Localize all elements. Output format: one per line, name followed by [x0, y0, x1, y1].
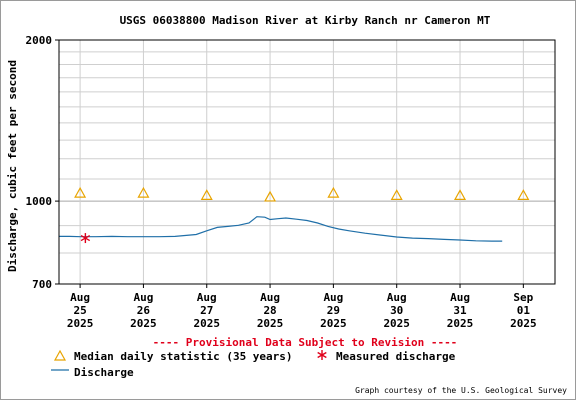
- y-tick-label: 2000: [26, 34, 53, 47]
- median-point: [137, 186, 150, 198]
- x-tick-label: Sep 01 2025: [510, 291, 537, 330]
- x-tick-label: Aug 31 2025: [447, 291, 474, 330]
- discharge-line: [59, 216, 503, 242]
- median-point: [200, 189, 213, 200]
- chart-title: USGS 06038800 Madison River at Kirby Ran…: [120, 14, 491, 27]
- y-tick-label: 1000: [26, 195, 53, 208]
- legend-item: Measured discharge: [317, 350, 456, 363]
- legend-item: Discharge: [51, 366, 134, 379]
- legend-label: Measured discharge: [336, 350, 456, 363]
- y-tick-label: 700: [32, 278, 52, 291]
- legend-triangle-icon: [53, 349, 67, 361]
- legend-label: Median daily statistic (35 years): [74, 350, 293, 363]
- x-axis-ticks: Aug 25 2025 Aug 26 2025 Aug 27 2025 Aug 28 2025 Aug 2…: [67, 284, 537, 330]
- legend: Median daily statistic (35 years) Measure…: [51, 349, 456, 379]
- x-tick-label: Aug 29 2025: [320, 291, 347, 330]
- median-point: [390, 189, 403, 200]
- provisional-note: ---- Provisional Data Subject to Revisio…: [153, 336, 458, 349]
- x-tick-label: Aug 28 2025: [257, 291, 284, 330]
- courtesy-note: Graph courtesy of the U.S. Geological Su…: [355, 386, 567, 395]
- median-point: [327, 186, 340, 198]
- median-point: [264, 190, 277, 202]
- x-tick-label: Aug 25 2025: [67, 291, 94, 330]
- series-layer: [59, 186, 530, 244]
- y-axis-label: Discharge, cubic feet per second: [6, 60, 19, 272]
- grid-lines: [59, 40, 555, 284]
- median-point: [517, 189, 530, 200]
- y-axis-ticks: 2000 1000 700: [26, 34, 59, 291]
- median-point: [74, 186, 87, 198]
- measured-point: [80, 233, 91, 244]
- x-tick-label: Aug 27 2025: [193, 291, 220, 330]
- plot-frame: [58, 39, 556, 285]
- legend-star-icon: [317, 350, 327, 360]
- median-point: [454, 189, 467, 200]
- x-tick-label: Aug 26 2025: [130, 291, 157, 330]
- x-tick-label: Aug 30 2025: [383, 291, 410, 330]
- legend-label: Discharge: [74, 366, 134, 379]
- legend-item: Median daily statistic (35 years): [53, 349, 293, 363]
